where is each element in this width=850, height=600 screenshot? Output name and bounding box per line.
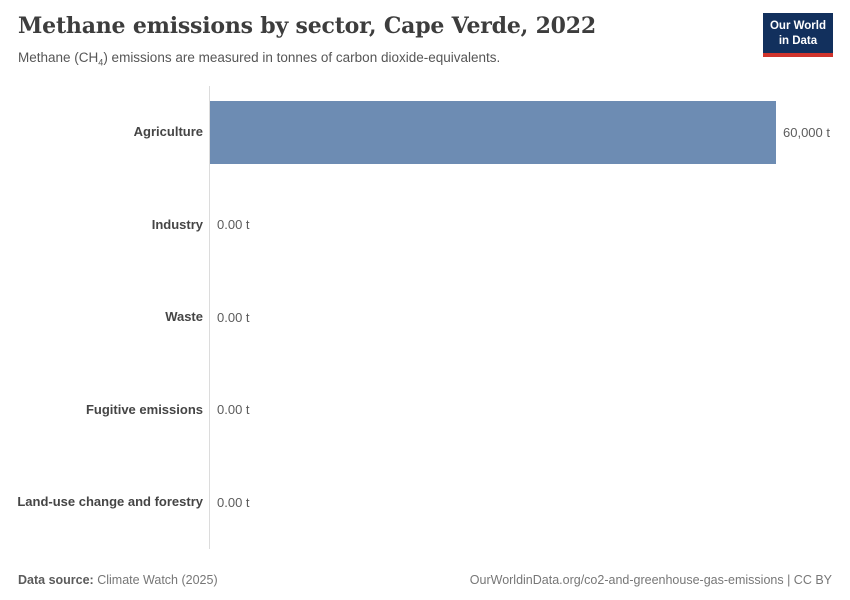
category-label: Land-use change and forestry <box>17 494 203 510</box>
value-label: 0.00 t <box>217 402 250 418</box>
chart-header: Methane emissions by sector, Cape Verde,… <box>18 13 833 70</box>
value-label: 0.00 t <box>217 217 250 233</box>
chart-row-fugitive-emissions: Fugitive emissions 0.00 t <box>0 363 832 456</box>
value-label: 0.00 t <box>217 309 250 325</box>
category-label: Industry <box>151 216 203 232</box>
chart-row-agriculture: Agriculture 60,000 t <box>0 86 832 179</box>
plot-area: 0.00 t <box>209 178 832 271</box>
category-label: Waste <box>165 309 203 325</box>
subtitle-prefix: Methane (CH <box>18 50 99 66</box>
owid-logo-line2: in Data <box>778 34 818 47</box>
owid-logo-line1: Our World <box>769 20 826 32</box>
chart-subtitle: Methane (CH4) emissions are measured in … <box>18 49 596 69</box>
chart-footer: Data source: Climate Watch (2025) OurWor… <box>18 573 832 587</box>
plot-area: 0.00 t <box>209 363 832 456</box>
data-source-label: Data source: <box>18 573 94 587</box>
bar-chart: Agriculture 60,000 t Industry 0.00 t Was… <box>0 86 832 549</box>
subtitle-subscript: 4 <box>98 58 104 69</box>
data-source-value: Climate Watch (2025) <box>93 573 218 587</box>
category-label: Fugitive emissions <box>85 401 203 417</box>
value-label: 0.00 t <box>217 494 250 510</box>
title-block: Methane emissions by sector, Cape Verde,… <box>18 13 596 70</box>
bar-agriculture <box>210 100 776 164</box>
chart-row-waste: Waste 0.00 t <box>0 271 832 364</box>
category-label: Agriculture <box>133 124 203 140</box>
chart-row-industry: Industry 0.00 t <box>0 178 832 271</box>
chart-row-land-use: Land-use change and forestry 0.00 t <box>0 456 832 549</box>
owid-logo[interactable]: Our World in Data <box>762 13 833 58</box>
data-source: Data source: Climate Watch (2025) <box>18 573 218 587</box>
owid-url-link[interactable]: OurWorldinData.org/co2-and-greenhouse-ga… <box>469 573 832 587</box>
plot-area: 0.00 t <box>209 456 832 549</box>
subtitle-suffix: ) emissions are measured in tonnes of ca… <box>103 50 501 66</box>
value-label: 60,000 t <box>783 124 830 140</box>
plot-area: 60,000 t <box>209 86 832 179</box>
chart-title: Methane emissions by sector, Cape Verde,… <box>18 13 597 39</box>
plot-area: 0.00 t <box>209 271 832 364</box>
